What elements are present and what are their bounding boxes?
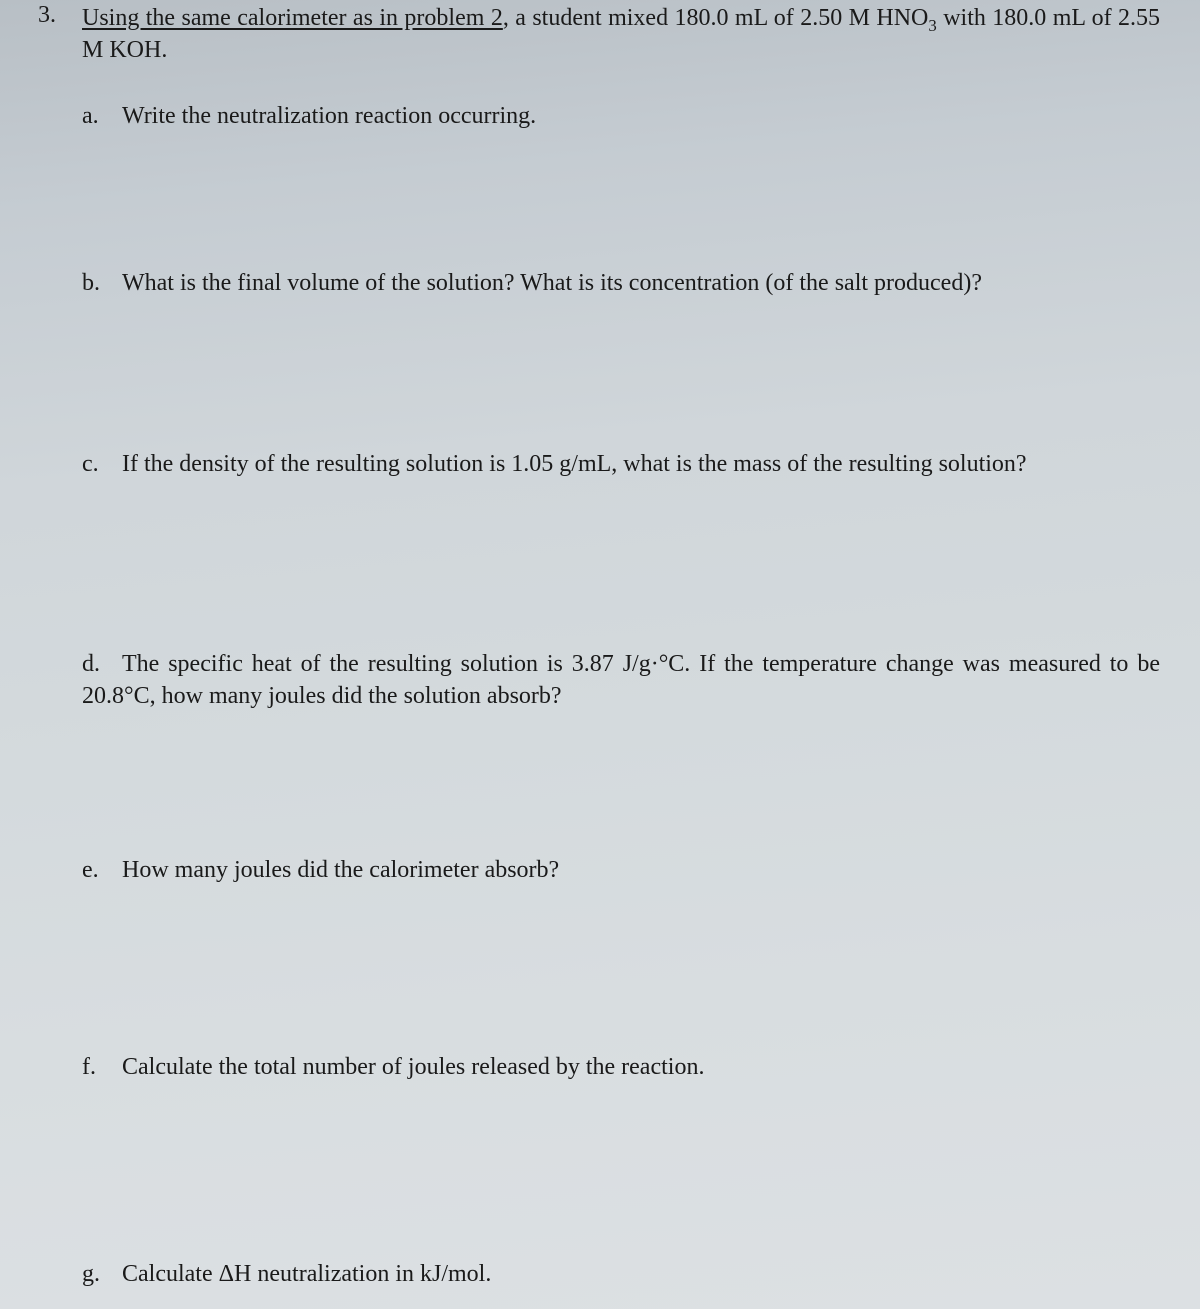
part-e: e.How many joules did the calorimeter ab… bbox=[82, 854, 1160, 886]
part-c-text: If the density of the resulting solution… bbox=[122, 451, 1027, 477]
chem-subscript: 3 bbox=[928, 16, 936, 35]
part-f-text: Calculate the total number of joules rel… bbox=[122, 1054, 704, 1080]
question-stem: Using the same calorimeter as in problem… bbox=[82, 2, 1160, 67]
question-underlined: Using the same calorimeter as in problem… bbox=[82, 5, 503, 31]
part-b-label: b. bbox=[82, 267, 122, 299]
part-c-label: c. bbox=[82, 448, 122, 480]
part-c: c.If the density of the resulting soluti… bbox=[82, 448, 1160, 480]
part-g: g.Calculate ΔH neutralization in kJ/mol. bbox=[82, 1258, 1160, 1290]
question-text-1: , a student mixed 180.0 mL of 2.50 M HNO bbox=[503, 5, 929, 31]
part-f: f.Calculate the total number of joules r… bbox=[82, 1051, 1160, 1083]
part-d-text: The specific heat of the resulting solut… bbox=[82, 651, 1160, 709]
part-d-label: d. bbox=[82, 648, 122, 680]
question-number: 3. bbox=[38, 2, 56, 29]
part-f-label: f. bbox=[82, 1051, 122, 1083]
part-e-label: e. bbox=[82, 854, 122, 886]
part-g-label: g. bbox=[82, 1258, 122, 1290]
part-b: b.What is the final volume of the soluti… bbox=[82, 267, 1160, 299]
part-e-text: How many joules did the calorimeter abso… bbox=[122, 857, 559, 883]
part-a: a.Write the neutralization reaction occu… bbox=[82, 100, 1160, 132]
worksheet-page: 3. Using the same calorimeter as in prob… bbox=[0, 0, 1200, 1309]
part-b-text: What is the final volume of the solution… bbox=[122, 270, 982, 296]
part-a-label: a. bbox=[82, 100, 122, 132]
part-a-text: Write the neutralization reaction occurr… bbox=[122, 103, 536, 129]
part-d: d.The specific heat of the resulting sol… bbox=[82, 648, 1160, 713]
part-g-text: Calculate ΔH neutralization in kJ/mol. bbox=[122, 1261, 491, 1287]
